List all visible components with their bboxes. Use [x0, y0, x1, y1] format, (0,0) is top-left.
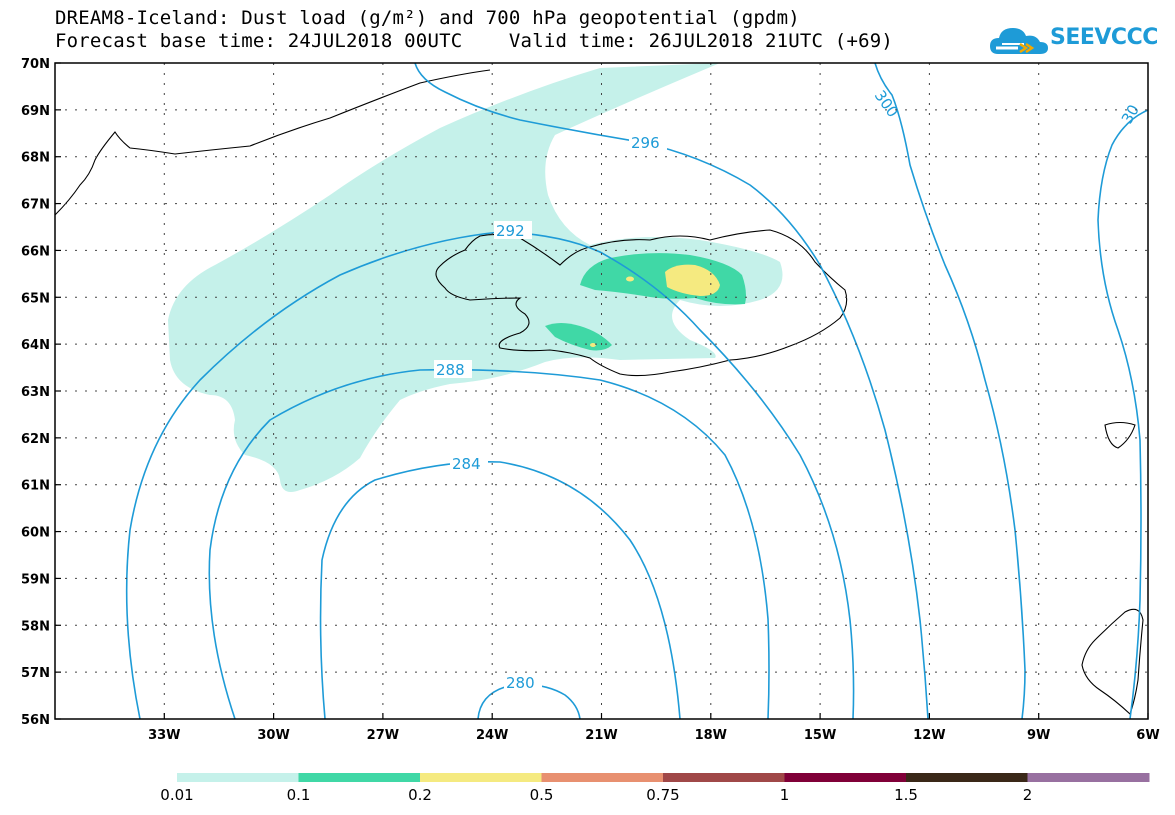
- contour-288: [208, 368, 770, 719]
- lat-label: 62N: [21, 432, 50, 447]
- lon-label: 33W: [148, 728, 180, 743]
- lat-label: 68N: [21, 151, 50, 166]
- contour-300: [874, 63, 1026, 719]
- dust-high-spot: [590, 343, 596, 347]
- contour-labels: 280 284 288 292 296 300 30: [434, 87, 1143, 692]
- colorbar-label: 0.1: [286, 786, 311, 804]
- lon-label: 21W: [585, 728, 617, 743]
- contour-label-292: 292: [496, 222, 525, 240]
- colorbar-segment: [906, 773, 1028, 782]
- cloud-icon: [990, 28, 1048, 54]
- lon-label: 12W: [913, 728, 945, 743]
- contour-label-300: 300: [871, 87, 902, 121]
- lon-label: 24W: [476, 728, 508, 743]
- lat-label: 56N: [21, 713, 50, 728]
- colorbar-segment: [177, 773, 299, 782]
- lon-label: 9W: [1027, 728, 1050, 743]
- lat-label: 58N: [21, 619, 50, 634]
- lat-label: 67N: [21, 198, 50, 213]
- lat-label: 61N: [21, 479, 50, 494]
- dust-high-center: [665, 264, 720, 296]
- lon-label: 30W: [257, 728, 289, 743]
- contour-label-296: 296: [631, 134, 660, 152]
- dust-west-iceland-mid: [545, 323, 612, 351]
- lat-label: 69N: [21, 104, 50, 119]
- lon-label: 15W: [804, 728, 836, 743]
- lat-label: 65N: [21, 291, 50, 306]
- lat-label: 66N: [21, 244, 50, 259]
- colorbar-label: 2: [1022, 786, 1033, 804]
- lat-label: 60N: [21, 526, 50, 541]
- colorbar-label: 0.75: [646, 786, 680, 804]
- colorbar-segment: [541, 773, 664, 782]
- contour-label-280: 280: [506, 674, 535, 692]
- map-title: DREAM8-Iceland: Dust load (g/m²) and 700…: [55, 7, 800, 29]
- colorbar-segment: [298, 773, 421, 782]
- lon-label: 18W: [695, 728, 727, 743]
- lat-label: 63N: [21, 385, 50, 400]
- contour-label-300-east: 30: [1118, 101, 1143, 127]
- colorbar-segment: [420, 773, 542, 782]
- contour-300-east: [1097, 109, 1148, 719]
- lat-label: 64N: [21, 338, 50, 353]
- lat-label: 57N: [21, 666, 50, 681]
- dust-high-spot: [626, 276, 634, 282]
- dust-plume-low: [168, 63, 783, 493]
- colorbar-label: 1: [779, 786, 790, 804]
- graticule: [55, 63, 1148, 719]
- coastlines: [55, 69, 1144, 715]
- contour-284: [319, 461, 681, 719]
- colorbar: [177, 773, 1150, 782]
- colorbar-label: 0.5: [529, 786, 554, 804]
- colorbar-segment: [1027, 773, 1150, 782]
- logo-text: SEEVCCC: [1050, 25, 1158, 50]
- seevccc-logo: SEEVCCC: [988, 20, 1163, 60]
- axis-ticks: 70N 69N 68N 67N 66N 65N 64N 63N 62N 61N 60N 59N 58N 5…: [21, 57, 1160, 743]
- lat-label: 70N: [21, 57, 50, 72]
- colorbar-label: 0.2: [408, 786, 432, 804]
- lat-label: 59N: [21, 572, 50, 587]
- colorbar-label: 1.5: [894, 786, 918, 804]
- lon-label: 6W: [1136, 728, 1159, 743]
- lon-label: 27W: [367, 728, 399, 743]
- contour-label-284: 284: [452, 455, 481, 473]
- colorbar-label: 0.01: [160, 786, 194, 804]
- contour-label-288: 288: [436, 361, 465, 379]
- forecast-times: Forecast base time: 24JUL2018 00UTC Vali…: [55, 30, 894, 52]
- contour-296: [414, 63, 929, 719]
- colorbar-segment: [784, 773, 907, 782]
- colorbar-segment: [663, 773, 785, 782]
